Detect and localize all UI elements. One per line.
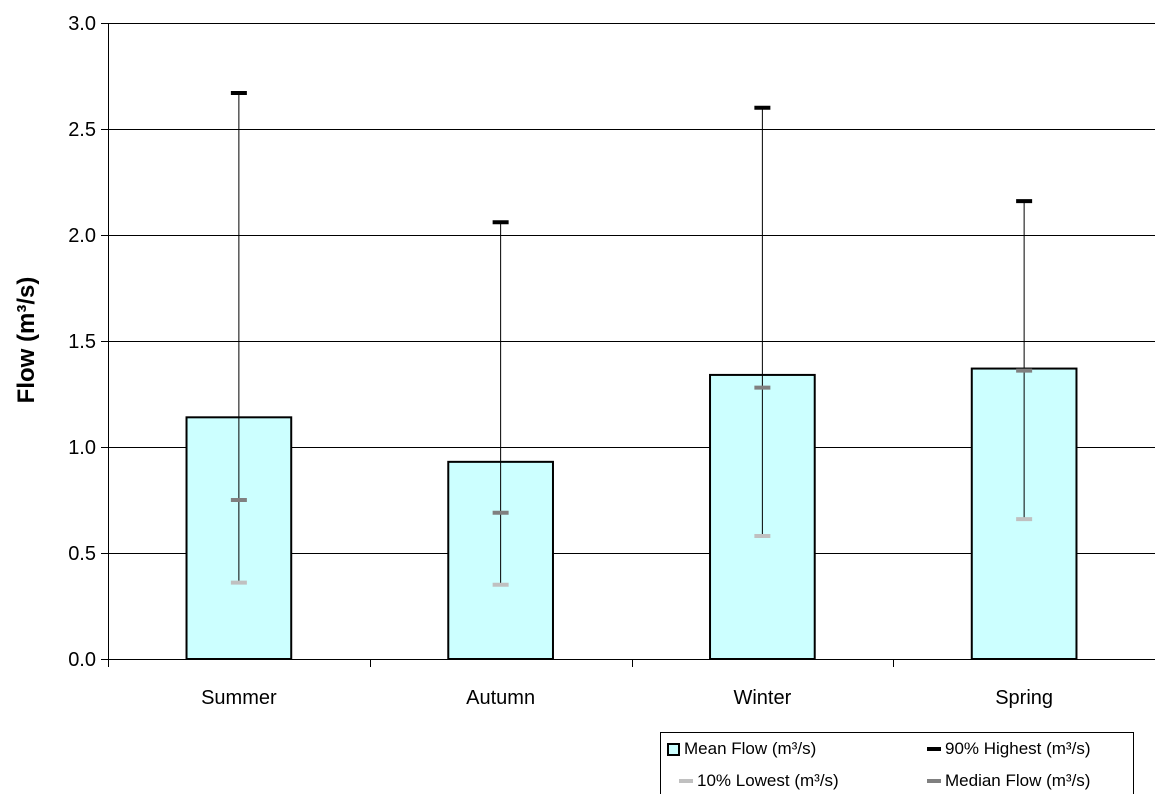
legend-item-low: 10% Lowest (m³/s) — [679, 771, 839, 791]
legend-swatch-mean — [667, 742, 680, 756]
bars — [185, 367, 1078, 660]
axes — [101, 23, 1155, 667]
y-tick-labels: 0.0 0.5 1.0 1.5 2.0 2.5 3.0 — [68, 13, 96, 671]
y-tick-label: 1.5 — [68, 331, 96, 353]
legend-item-mean: Mean Flow (m³/s) — [667, 739, 816, 759]
legend-item-median: Median Flow (m³/s) — [927, 771, 1090, 791]
y-tick-label: 3.0 — [68, 13, 96, 35]
x-tick-label: Summer — [201, 687, 277, 709]
y-tick-label: 0.0 — [68, 649, 96, 671]
y-tick-label: 1.0 — [68, 437, 96, 459]
legend-label-median: Median Flow (m³/s) — [945, 771, 1091, 790]
legend: Mean Flow (m³/s) 90% Highest (m³/s) 10% … — [660, 732, 1134, 794]
legend-label-mean: Mean Flow (m³/s) — [684, 739, 817, 758]
legend-label-low: 10% Lowest (m³/s) — [697, 771, 839, 790]
x-tick-label: Spring — [995, 687, 1053, 709]
y-tick-label: 2.5 — [68, 119, 96, 141]
range-markers — [230, 90, 1033, 587]
x-tick-label: Winter — [733, 687, 791, 709]
legend-swatch-high — [927, 747, 941, 751]
legend-swatch-median — [927, 779, 941, 783]
y-axis-label: Flow (m³/s) — [13, 277, 40, 404]
x-tick-label: Autumn — [466, 687, 535, 709]
legend-swatch-low — [679, 779, 693, 783]
x-tick-labels: Summer Autumn Winter Spring — [201, 687, 1053, 709]
legend-item-high: 90% Highest (m³/s) — [927, 739, 1090, 759]
y-tick-label: 0.5 — [68, 543, 96, 565]
legend-label-high: 90% Highest (m³/s) — [945, 739, 1091, 758]
y-tick-label: 2.0 — [68, 225, 96, 247]
